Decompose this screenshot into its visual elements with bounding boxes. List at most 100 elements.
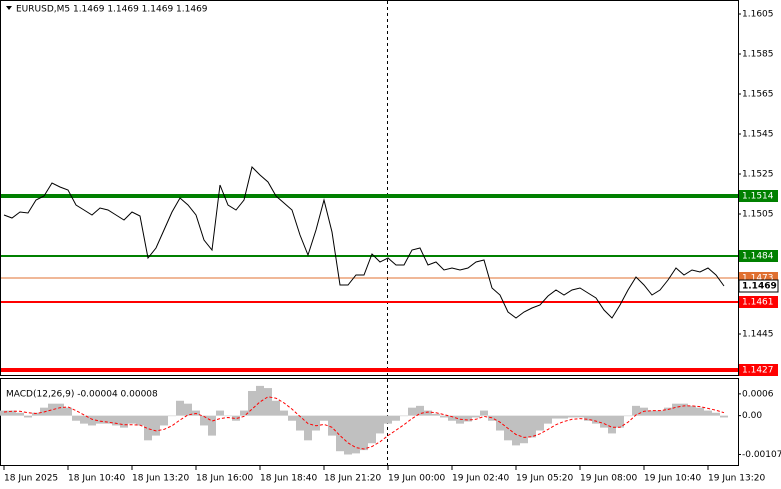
x-tick-label: 18 Jun 18:40	[260, 474, 317, 484]
macd-bar	[184, 403, 192, 416]
macd-bar	[224, 415, 232, 417]
macd-bar	[120, 415, 128, 428]
macd-bar	[168, 415, 176, 417]
y-tick-label: 0.00	[742, 411, 762, 421]
macd-bar	[208, 415, 216, 436]
macd-bar	[296, 415, 304, 431]
macd-bar	[216, 410, 224, 416]
y-tick-label: 1.1445	[742, 330, 774, 340]
macd-bar	[24, 415, 32, 418]
y-tick-label: 1.1505	[742, 210, 774, 220]
level-label-box	[739, 364, 778, 376]
macd-bar	[32, 412, 40, 416]
macd-bar	[632, 405, 640, 416]
macd-bar	[680, 403, 688, 416]
x-tick-label: 19 Jun 13:20	[708, 474, 765, 484]
x-tick-label: 19 Jun 05:20	[516, 474, 573, 484]
chart-title: EURUSD,M5 1.1469 1.1469 1.1469 1.1469	[16, 5, 208, 15]
macd-bar	[240, 410, 248, 416]
macd-bar	[400, 415, 408, 417]
macd-bar	[528, 415, 536, 438]
macd-bar	[280, 410, 288, 416]
x-tick-label: 18 Jun 16:00	[196, 474, 253, 484]
macd-bar	[128, 415, 136, 424]
y-tick-label: 1.1525	[742, 170, 774, 180]
macd-bar	[520, 415, 528, 444]
x-tick-label: 18 Jun 10:40	[68, 474, 125, 484]
macd-bar	[600, 415, 608, 428]
macd-bar	[16, 412, 24, 416]
macd-bar	[288, 415, 296, 421]
macd-bar	[232, 415, 240, 421]
y-tick-label: -0.00107	[742, 450, 781, 460]
x-tick-label: 19 Jun 00:00	[388, 474, 445, 484]
macd-bar	[712, 412, 720, 416]
macd-bar	[576, 415, 584, 418]
price-line	[3, 166, 725, 319]
macd-bar	[544, 415, 552, 424]
x-tick-label: 18 Jun 21:20	[324, 474, 381, 484]
macd-bar	[360, 415, 368, 451]
macd-bar	[584, 415, 592, 421]
level-label: 1.1427	[742, 366, 774, 376]
macd-bar	[200, 415, 208, 426]
x-tick-label: 19 Jun 08:00	[580, 474, 637, 484]
macd-title: MACD(12,26,9) -0.00004 0.00008	[6, 390, 158, 400]
dropdown-arrow	[6, 6, 12, 10]
macd-bar	[352, 415, 360, 454]
macd-bar	[432, 413, 440, 416]
macd-bar	[88, 415, 96, 426]
macd-bar	[664, 407, 672, 416]
level-label-box	[739, 190, 778, 202]
macd-bar	[672, 403, 680, 416]
macd-bar	[688, 405, 696, 416]
macd-bar	[152, 415, 160, 436]
macd-bar	[256, 385, 264, 416]
macd-bar	[696, 407, 704, 416]
level-label: 1.1473	[742, 274, 774, 284]
macd-bar	[552, 415, 560, 419]
macd-bar	[392, 415, 400, 421]
x-tick-label: 18 Jun 13:20	[132, 474, 189, 484]
macd-bar	[376, 415, 384, 434]
macd-bar	[408, 407, 416, 416]
macd-bar	[344, 415, 352, 455]
macd-bar	[48, 403, 56, 416]
last-price-label: 1.1469	[742, 282, 777, 292]
macd-bar	[8, 410, 16, 416]
macd-bar	[72, 415, 80, 421]
macd-bar	[384, 415, 392, 424]
macd-bar	[536, 415, 544, 431]
level-label-box	[739, 250, 778, 262]
macd-bar	[448, 415, 456, 421]
macd-bar	[272, 400, 280, 416]
macd-bar	[704, 410, 712, 416]
level-label: 1.1484	[742, 252, 774, 262]
main-panel	[0, 0, 739, 376]
y-tick-label: 1.1565	[742, 90, 774, 100]
macd-bar	[616, 415, 624, 428]
macd-bar	[104, 415, 112, 424]
x-tick-label: 19 Jun 02:40	[452, 474, 509, 484]
level-label: 1.1514	[742, 192, 774, 202]
macd-bar	[416, 405, 424, 416]
level-label-box	[739, 296, 778, 308]
x-tick-label: 18 Jun 2025	[4, 474, 58, 484]
y-tick-label: 1.1545	[742, 130, 774, 140]
macd-bar	[656, 410, 664, 416]
macd-bar	[144, 415, 152, 441]
level-label: 1.1461	[742, 298, 774, 308]
y-tick-label: 1.1585	[742, 50, 774, 60]
macd-bar	[648, 410, 656, 416]
macd-bar	[336, 415, 344, 452]
macd-bar	[512, 415, 520, 446]
macd-bar	[424, 410, 432, 416]
macd-bar	[320, 415, 328, 421]
macd-bar	[80, 415, 88, 424]
macd-bar	[720, 415, 728, 418]
macd-bar	[96, 415, 104, 424]
macd-bar	[264, 388, 272, 416]
signal-line	[3, 396, 725, 450]
macd-bar	[160, 415, 168, 426]
